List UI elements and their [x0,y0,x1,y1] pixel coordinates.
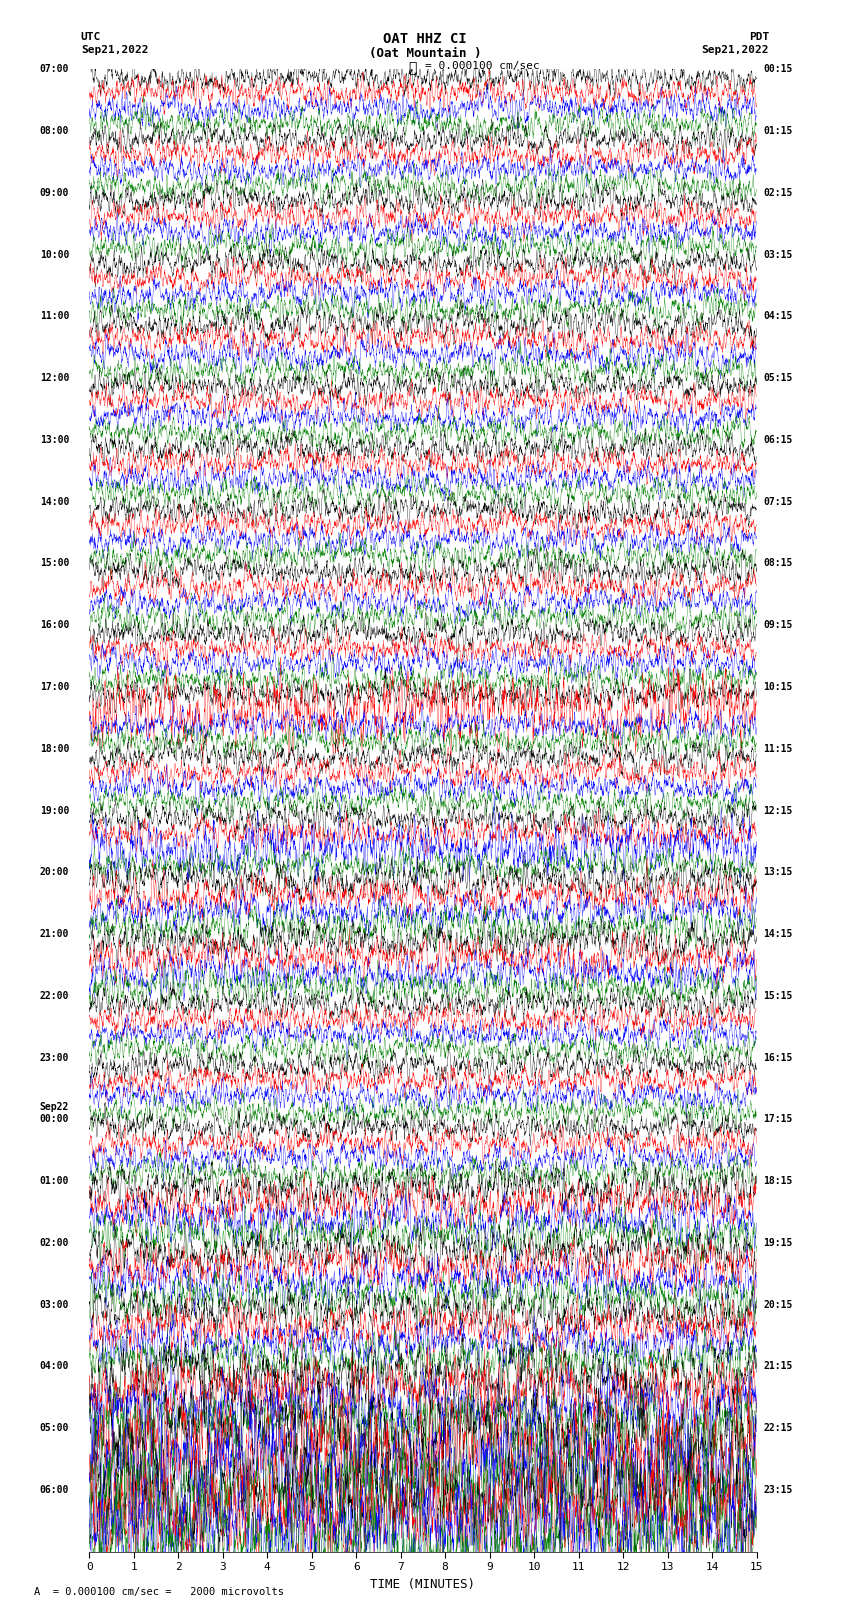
Text: 19:15: 19:15 [763,1237,792,1248]
Text: 01:00: 01:00 [40,1176,69,1186]
Text: 10:15: 10:15 [763,682,792,692]
Text: 04:00: 04:00 [40,1361,69,1371]
Text: 03:00: 03:00 [40,1300,69,1310]
Text: 01:15: 01:15 [763,126,792,135]
Text: PDT: PDT [749,32,769,42]
Text: 05:00: 05:00 [40,1423,69,1434]
Text: Sep22: Sep22 [40,1102,69,1111]
Text: 15:00: 15:00 [40,558,69,568]
Text: 00:00: 00:00 [40,1115,69,1124]
Text: 09:15: 09:15 [763,621,792,631]
Text: 11:00: 11:00 [40,311,69,321]
Text: Sep21,2022: Sep21,2022 [702,45,769,55]
Text: 10:00: 10:00 [40,250,69,260]
Text: 13:15: 13:15 [763,868,792,877]
Text: 04:15: 04:15 [763,311,792,321]
Text: 11:15: 11:15 [763,744,792,753]
Text: 19:00: 19:00 [40,805,69,816]
Text: 02:00: 02:00 [40,1237,69,1248]
Text: A  = 0.000100 cm/sec =   2000 microvolts: A = 0.000100 cm/sec = 2000 microvolts [34,1587,284,1597]
Text: 20:00: 20:00 [40,868,69,877]
Text: 08:00: 08:00 [40,126,69,135]
Text: Sep21,2022: Sep21,2022 [81,45,148,55]
Text: 14:00: 14:00 [40,497,69,506]
Text: 07:15: 07:15 [763,497,792,506]
Text: 05:15: 05:15 [763,373,792,384]
Text: 23:15: 23:15 [763,1486,792,1495]
Text: 06:15: 06:15 [763,436,792,445]
Text: 12:15: 12:15 [763,805,792,816]
Text: 13:00: 13:00 [40,436,69,445]
Text: 03:15: 03:15 [763,250,792,260]
Text: ⎸: ⎸ [408,61,416,76]
Text: 00:15: 00:15 [763,65,792,74]
Text: 21:15: 21:15 [763,1361,792,1371]
Text: (Oat Mountain ): (Oat Mountain ) [369,47,481,60]
Text: 08:15: 08:15 [763,558,792,568]
Text: 02:15: 02:15 [763,187,792,198]
Text: 22:15: 22:15 [763,1423,792,1434]
Text: 20:15: 20:15 [763,1300,792,1310]
Text: 16:00: 16:00 [40,621,69,631]
Text: 07:00: 07:00 [40,65,69,74]
Text: 18:15: 18:15 [763,1176,792,1186]
Text: = 0.000100 cm/sec: = 0.000100 cm/sec [425,61,540,71]
Text: 06:00: 06:00 [40,1486,69,1495]
Text: 14:15: 14:15 [763,929,792,939]
Text: UTC: UTC [81,32,101,42]
Text: 16:15: 16:15 [763,1053,792,1063]
Text: 23:00: 23:00 [40,1053,69,1063]
Text: 17:15: 17:15 [763,1115,792,1124]
Text: 21:00: 21:00 [40,929,69,939]
Text: 17:00: 17:00 [40,682,69,692]
Text: 22:00: 22:00 [40,990,69,1000]
X-axis label: TIME (MINUTES): TIME (MINUTES) [371,1578,475,1590]
Text: OAT HHZ CI: OAT HHZ CI [383,32,467,47]
Text: 12:00: 12:00 [40,373,69,384]
Text: 18:00: 18:00 [40,744,69,753]
Text: 09:00: 09:00 [40,187,69,198]
Text: 15:15: 15:15 [763,990,792,1000]
